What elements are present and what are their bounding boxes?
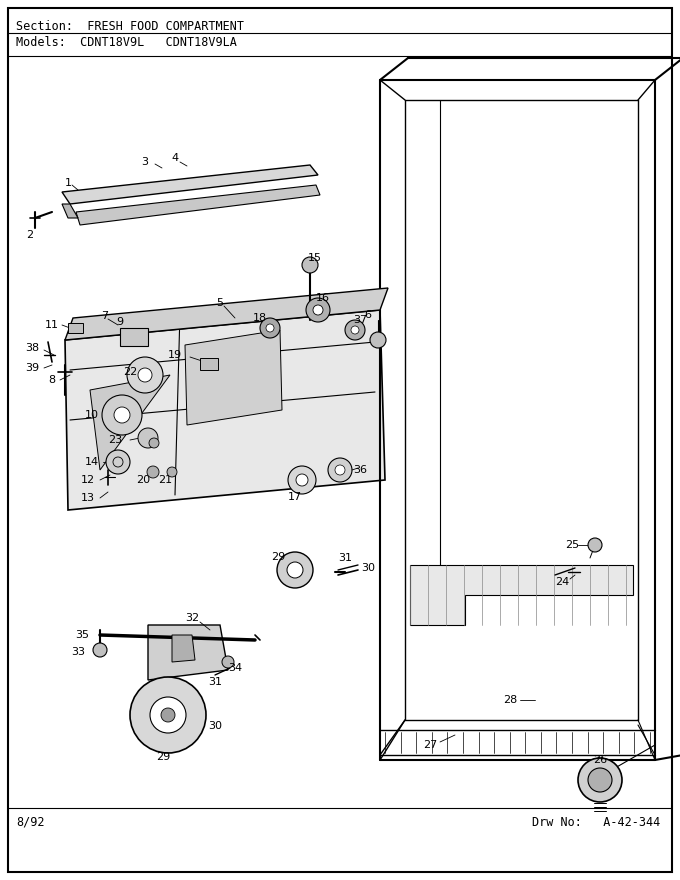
Circle shape [138, 368, 152, 382]
Text: 4: 4 [171, 153, 179, 163]
Circle shape [130, 677, 206, 753]
Circle shape [370, 332, 386, 348]
Polygon shape [185, 330, 282, 425]
Text: 34: 34 [228, 663, 242, 673]
Circle shape [588, 768, 612, 792]
Polygon shape [410, 565, 633, 625]
Polygon shape [65, 310, 385, 510]
Text: 8: 8 [48, 375, 56, 385]
Text: 3: 3 [141, 157, 148, 167]
Circle shape [102, 395, 142, 435]
Text: 30: 30 [208, 721, 222, 731]
Text: 5: 5 [216, 298, 224, 308]
Text: 24: 24 [555, 577, 569, 587]
FancyBboxPatch shape [8, 8, 672, 872]
Circle shape [296, 474, 308, 486]
Polygon shape [148, 625, 228, 680]
Text: 25: 25 [565, 540, 579, 550]
Polygon shape [62, 204, 78, 218]
Circle shape [93, 643, 107, 657]
Circle shape [313, 305, 323, 315]
Text: 31: 31 [338, 553, 352, 563]
Text: 9: 9 [116, 317, 124, 327]
Circle shape [302, 257, 318, 273]
Text: 31: 31 [208, 677, 222, 687]
Text: 22: 22 [123, 367, 137, 377]
Text: Section:  FRESH FOOD COMPARTMENT: Section: FRESH FOOD COMPARTMENT [16, 20, 244, 33]
Circle shape [127, 357, 163, 393]
Text: 38: 38 [25, 343, 39, 353]
Circle shape [266, 324, 274, 332]
Circle shape [149, 438, 159, 448]
FancyBboxPatch shape [120, 328, 148, 346]
Circle shape [335, 465, 345, 475]
Text: 17: 17 [288, 492, 302, 502]
Text: 18: 18 [253, 313, 267, 323]
Circle shape [106, 450, 130, 474]
Text: 28: 28 [503, 695, 517, 705]
Text: Models:  CDNT18V9L   CDNT18V9LA: Models: CDNT18V9L CDNT18V9LA [16, 36, 237, 49]
Text: 19: 19 [168, 350, 182, 360]
Text: 7: 7 [101, 311, 109, 321]
Circle shape [147, 466, 159, 478]
Circle shape [578, 758, 622, 802]
Circle shape [222, 656, 234, 668]
Circle shape [287, 562, 303, 578]
Circle shape [161, 708, 175, 722]
Text: 32: 32 [185, 613, 199, 623]
Text: 15: 15 [308, 253, 322, 263]
Circle shape [306, 298, 330, 322]
Text: 16: 16 [316, 293, 330, 303]
Circle shape [588, 538, 602, 552]
Circle shape [114, 407, 130, 423]
Circle shape [345, 320, 365, 340]
Text: 10: 10 [85, 410, 99, 420]
Text: 35: 35 [75, 630, 89, 640]
Text: 20: 20 [136, 475, 150, 485]
Text: 2: 2 [27, 230, 33, 240]
Text: 23: 23 [108, 435, 122, 445]
Circle shape [150, 697, 186, 733]
Text: 30: 30 [361, 563, 375, 573]
Polygon shape [172, 635, 195, 662]
Circle shape [260, 318, 280, 338]
Text: 1: 1 [65, 178, 71, 188]
Circle shape [277, 552, 313, 588]
Text: 6: 6 [364, 310, 371, 320]
Text: 36: 36 [353, 465, 367, 475]
Text: 12: 12 [81, 475, 95, 485]
Text: 11: 11 [45, 320, 59, 330]
Polygon shape [90, 375, 170, 470]
Polygon shape [62, 165, 318, 204]
Circle shape [351, 326, 359, 334]
Polygon shape [65, 288, 388, 340]
Text: 29: 29 [156, 752, 170, 762]
Text: 27: 27 [423, 740, 437, 750]
Text: 8/92: 8/92 [16, 816, 44, 828]
Circle shape [138, 428, 158, 448]
Text: 29: 29 [271, 552, 285, 562]
Circle shape [328, 458, 352, 482]
Text: 37: 37 [353, 315, 367, 325]
FancyBboxPatch shape [200, 358, 218, 370]
FancyBboxPatch shape [68, 323, 83, 333]
Text: 14: 14 [85, 457, 99, 467]
Text: 39: 39 [25, 363, 39, 373]
Polygon shape [76, 185, 320, 225]
Text: 21: 21 [158, 475, 172, 485]
Circle shape [288, 466, 316, 494]
Text: 13: 13 [81, 493, 95, 503]
Circle shape [167, 467, 177, 477]
Text: Drw No:   A-42-344: Drw No: A-42-344 [532, 816, 660, 828]
Text: 26: 26 [593, 755, 607, 765]
Text: 33: 33 [71, 647, 85, 657]
